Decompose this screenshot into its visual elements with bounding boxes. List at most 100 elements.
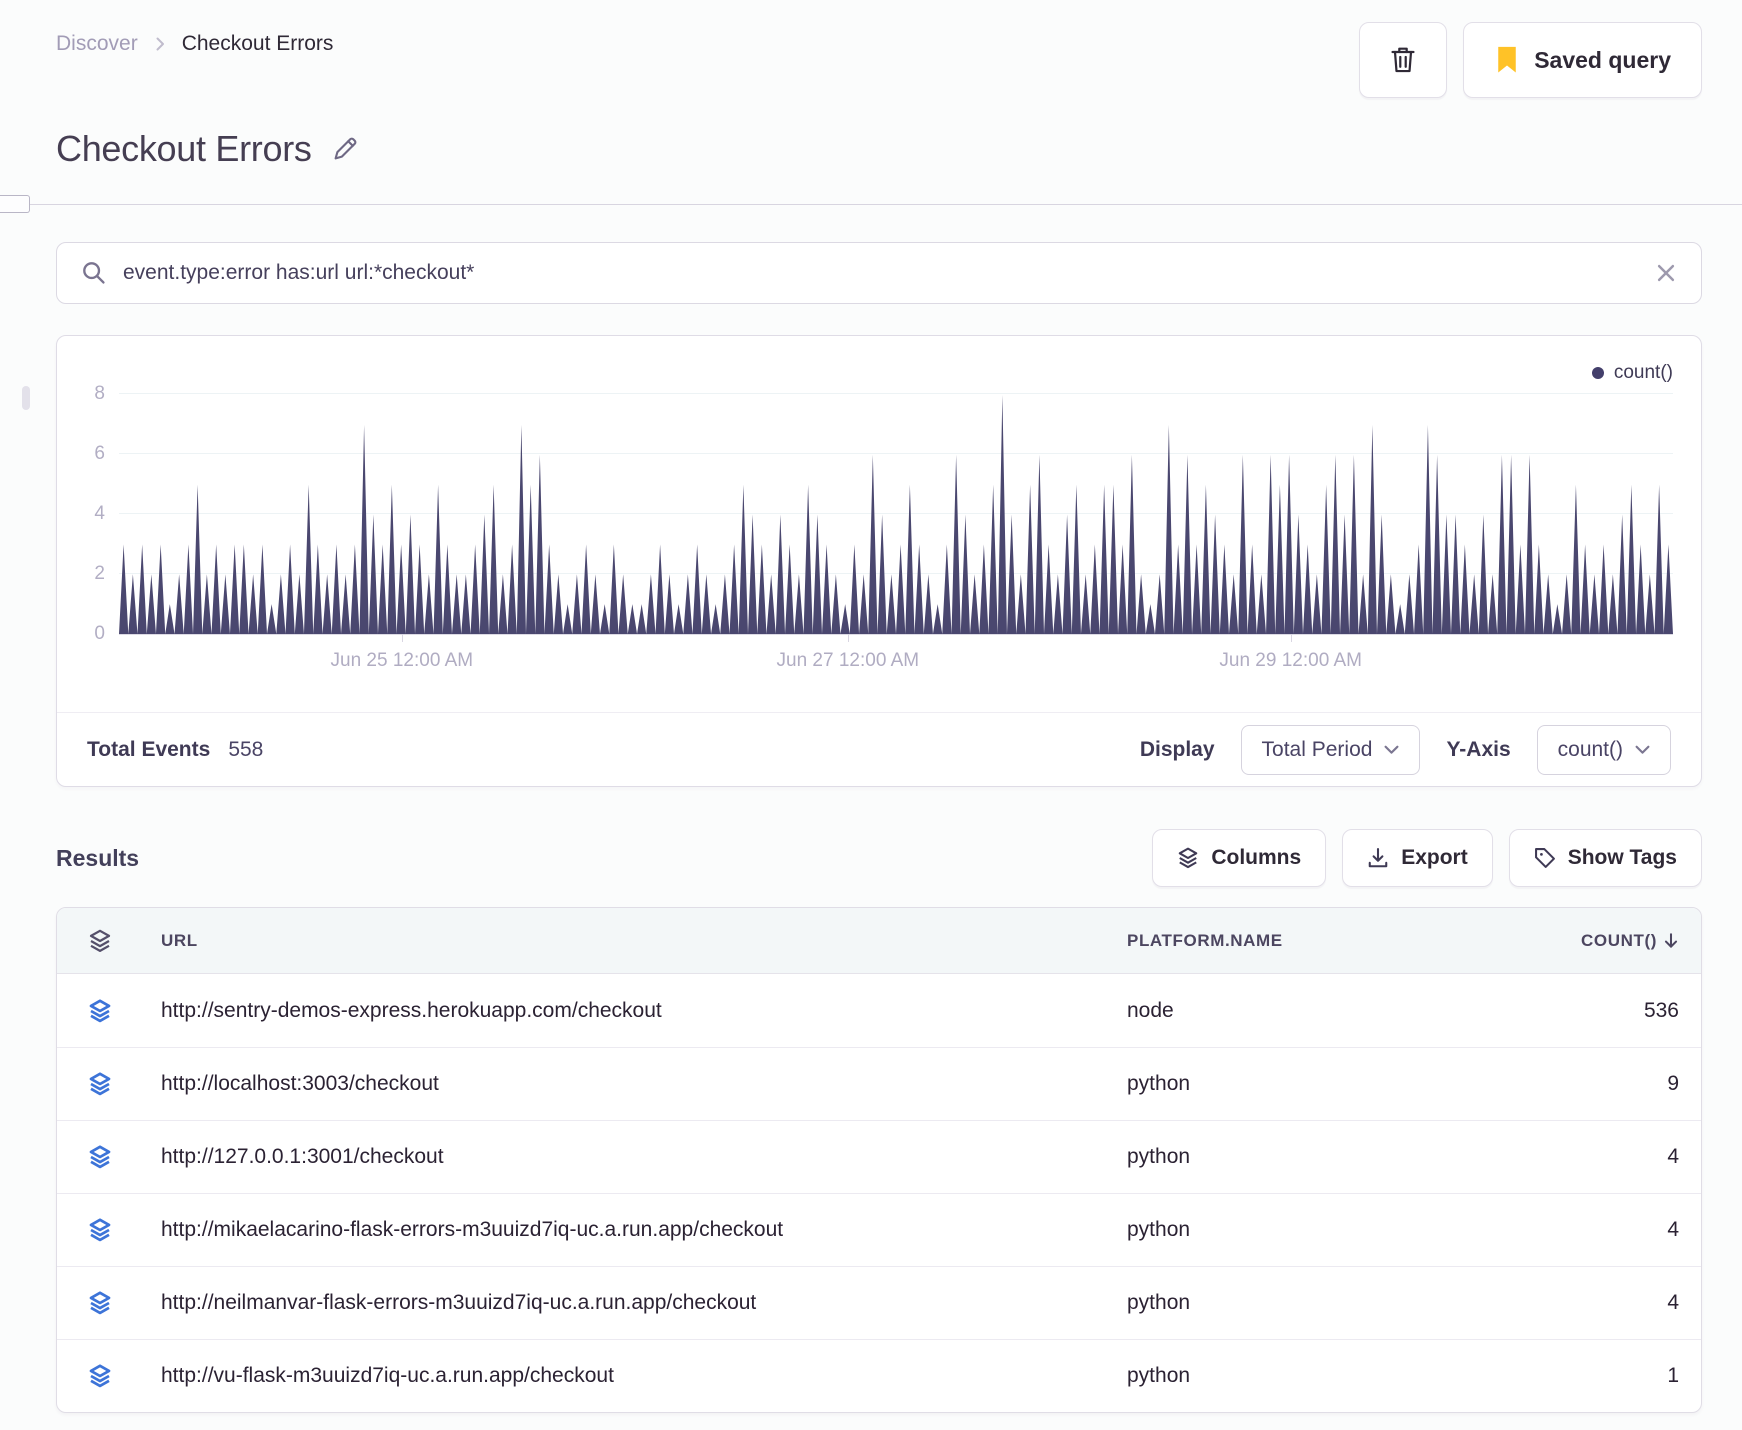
sidebar-drag-handle[interactable] xyxy=(22,386,30,410)
y-axis-tick-label: 8 xyxy=(94,383,105,404)
show-tags-label: Show Tags xyxy=(1567,846,1677,869)
display-dropdown[interactable]: Total Period xyxy=(1240,724,1421,775)
breadcrumb-current: Checkout Errors xyxy=(181,32,334,55)
yaxis-dropdown[interactable]: count() xyxy=(1536,724,1671,775)
legend-dot-icon xyxy=(1591,367,1604,379)
results-heading: Results xyxy=(56,844,140,871)
saved-query-label: Saved query xyxy=(1534,46,1671,73)
table-row[interactable]: http://sentry-demos-express.herokuapp.co… xyxy=(57,974,1701,1047)
download-icon xyxy=(1367,847,1389,869)
chart-footer: Total Events 558 Display Total Period Y-… xyxy=(57,712,1701,786)
gridline xyxy=(119,393,1673,394)
table-row[interactable]: http://vu-flask-m3uuizd7iq-uc.a.run.app/… xyxy=(57,1339,1701,1412)
header-actions: Saved query xyxy=(1359,22,1702,98)
total-events-label: Total Events xyxy=(87,737,211,761)
platform-cell: python xyxy=(1127,1291,1191,1314)
chevron-right-icon xyxy=(152,36,168,52)
top-bar: Discover Checkout Errors Saved query xyxy=(0,0,1742,98)
x-axis-tick-label: Jun 27 12:00 AM xyxy=(776,650,920,671)
breadcrumb-discover[interactable]: Discover xyxy=(56,32,138,55)
chevron-down-icon xyxy=(1384,745,1399,755)
column-header-url[interactable]: URL xyxy=(161,930,198,950)
count-cell: 4 xyxy=(1667,1218,1679,1241)
chart-series-area xyxy=(119,395,1673,634)
sort-descending-icon xyxy=(1663,932,1679,950)
column-header-count[interactable]: COUNT() xyxy=(1581,931,1701,951)
chart-plot-area[interactable]: 0 2 4 6 8 Jun 25 12:00 AM Jun 27 12:00 AM Jun 2… xyxy=(94,384,1673,671)
results-actions: Columns Export Show Tags xyxy=(1152,829,1702,887)
count-cell: 1 xyxy=(1667,1364,1679,1387)
table-row[interactable]: http://neilmanvar-flask-errors-m3uuizd7i… xyxy=(57,1266,1701,1339)
show-tags-button[interactable]: Show Tags xyxy=(1508,829,1702,887)
delete-query-button[interactable] xyxy=(1359,22,1448,98)
url-cell: http://vu-flask-m3uuizd7iq-uc.a.run.app/… xyxy=(161,1364,614,1387)
layers-icon xyxy=(1177,847,1199,869)
chart-controls: Display Total Period Y-Axis count() xyxy=(1139,724,1671,775)
columns-button[interactable]: Columns xyxy=(1152,829,1327,887)
bookmark-icon xyxy=(1494,45,1520,75)
display-value: Total Period xyxy=(1261,737,1373,761)
events-chart-panel: count() 0 2 4 6 8 Jun 25 12:00 AM Jun 27 12:00… xyxy=(56,335,1702,787)
search-input[interactable] xyxy=(123,261,1639,285)
url-cell: http://neilmanvar-flask-errors-m3uuizd7i… xyxy=(161,1291,757,1314)
stack-events-icon[interactable] xyxy=(88,1218,112,1242)
results-row: Results Columns Export Show Tags xyxy=(56,829,1702,887)
y-axis-tick-label: 4 xyxy=(94,503,105,524)
gridline xyxy=(119,573,1673,574)
stack-events-icon[interactable] xyxy=(88,1291,112,1315)
x-axis-tick xyxy=(1290,634,1292,642)
stack-events-icon[interactable] xyxy=(88,1145,112,1169)
count-cell: 536 xyxy=(1643,998,1679,1022)
search-icon xyxy=(81,260,107,286)
stack-events-icon[interactable] xyxy=(88,1364,112,1388)
count-cell: 9 xyxy=(1667,1072,1679,1095)
url-cell: http://localhost:3003/checkout xyxy=(161,1072,439,1095)
page-title: Checkout Errors xyxy=(56,128,312,169)
platform-cell: python xyxy=(1127,1218,1191,1241)
table-row[interactable]: http://mikaelacarino-flask-errors-m3uuiz… xyxy=(57,1193,1701,1266)
x-axis-tick-label: Jun 29 12:00 AM xyxy=(1219,650,1363,671)
platform-cell: python xyxy=(1127,1145,1191,1168)
chart-legend[interactable]: count() xyxy=(1591,362,1673,384)
layers-icon[interactable] xyxy=(88,929,112,953)
y-axis-tick-label: 0 xyxy=(94,623,105,644)
count-cell: 4 xyxy=(1667,1291,1679,1314)
x-axis-tick-label: Jun 25 12:00 AM xyxy=(330,650,474,671)
stack-events-icon[interactable] xyxy=(88,998,112,1023)
columns-label: Columns xyxy=(1211,846,1302,869)
export-button[interactable]: Export xyxy=(1342,829,1493,887)
tag-icon xyxy=(1534,847,1556,869)
count-cell: 4 xyxy=(1667,1145,1679,1168)
y-axis-tick-label: 2 xyxy=(94,563,105,584)
url-cell: http://127.0.0.1:3001/checkout xyxy=(161,1145,444,1168)
header-divider xyxy=(0,195,1742,213)
table-row[interactable]: http://localhost:3003/checkout python 9 xyxy=(57,1047,1701,1120)
table-header-row: URL PLATFORM.NAME COUNT() xyxy=(57,908,1701,974)
x-axis-tick xyxy=(401,634,403,642)
yaxis-value: count() xyxy=(1557,737,1623,761)
saved-query-button[interactable]: Saved query xyxy=(1463,22,1702,98)
x-axis-tick xyxy=(847,634,849,642)
table-row[interactable]: http://127.0.0.1:3001/checkout python 4 xyxy=(57,1120,1701,1193)
y-axis-tick-label: 6 xyxy=(94,443,105,464)
edit-title-pencil-icon[interactable] xyxy=(330,134,360,164)
platform-cell: python xyxy=(1127,1364,1191,1387)
trash-icon xyxy=(1388,44,1418,76)
total-events-value: 558 xyxy=(228,737,264,761)
chevron-down-icon xyxy=(1635,745,1650,755)
display-label: Display xyxy=(1139,737,1215,761)
platform-cell: python xyxy=(1127,1072,1191,1095)
breadcrumb: Discover Checkout Errors xyxy=(56,32,333,56)
total-events: Total Events 558 xyxy=(87,738,263,762)
sidebar-collapse-tab[interactable] xyxy=(0,195,30,213)
legend-label: count() xyxy=(1613,362,1673,383)
stack-events-icon[interactable] xyxy=(88,1072,112,1096)
table-body: http://sentry-demos-express.herokuapp.co… xyxy=(57,974,1701,1412)
platform-cell: node xyxy=(1127,998,1174,1022)
main-content: count() 0 2 4 6 8 Jun 25 12:00 AM Jun 27 12:00… xyxy=(0,242,1742,1413)
gridline xyxy=(119,453,1673,454)
clear-search-icon[interactable] xyxy=(1655,262,1677,284)
search-bar xyxy=(56,242,1702,304)
column-header-platform[interactable]: PLATFORM.NAME xyxy=(1127,930,1283,950)
url-cell: http://sentry-demos-express.herokuapp.co… xyxy=(161,998,662,1022)
